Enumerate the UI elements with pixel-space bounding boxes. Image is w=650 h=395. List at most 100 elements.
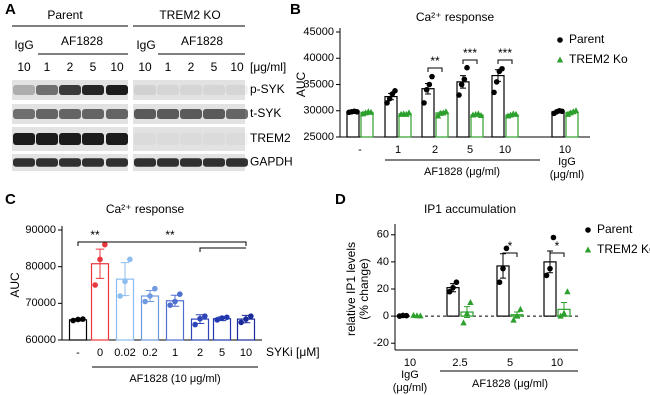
y-tick-label: 30000 [303, 105, 334, 117]
blot-band [180, 109, 202, 119]
blot-band [134, 133, 156, 145]
sig-bracket [497, 59, 513, 64]
data-point [500, 265, 506, 272]
blot-band [226, 133, 248, 145]
row-label: TREM2 [250, 131, 291, 145]
data-point [517, 305, 524, 312]
group-label: AF1828 (μg/ml) [472, 378, 548, 390]
data-point [572, 107, 580, 114]
data-point [493, 79, 500, 85]
data-point [192, 321, 198, 328]
annotation: ** [165, 228, 175, 242]
data-point [384, 100, 390, 106]
data-point [152, 285, 158, 292]
chart-title: Ca²⁺ response [416, 10, 495, 24]
bar [470, 114, 484, 138]
x-tick-label: 2.5 [452, 357, 467, 369]
legend-marker [557, 37, 563, 43]
blot-band [36, 133, 58, 145]
x-tick-label: - [358, 144, 362, 156]
annotation: *** [498, 46, 512, 60]
treatment-label: AF1828 [181, 34, 223, 48]
data-point [386, 95, 393, 102]
blot-band [36, 109, 58, 119]
group-label: TREM2 KO [159, 8, 220, 22]
sig-bracket [462, 59, 478, 64]
blot-band [106, 85, 128, 95]
data-point [197, 315, 203, 322]
blot-band [59, 133, 81, 145]
blot-band [13, 85, 35, 95]
sig-bracket [549, 252, 565, 257]
data-point [238, 319, 244, 326]
treatment-label: IgG [136, 38, 155, 52]
group-label: AF1828 (μg/ml) [424, 166, 500, 178]
blot-band [180, 133, 202, 145]
x-tick-label: 10 [551, 357, 563, 369]
x-tick-label: 0.02 [114, 347, 135, 359]
dose-unit: [μg/ml] [250, 60, 286, 74]
data-point [446, 288, 453, 295]
dose-label: 10 [17, 60, 31, 74]
sig-bracket [199, 247, 246, 252]
data-point [202, 313, 208, 319]
data-point [463, 309, 471, 316]
data-point [97, 256, 103, 263]
x-tick-label: 2 [197, 347, 203, 359]
blot-band [59, 85, 81, 95]
blot-band [134, 109, 156, 119]
dose-label: 1 [44, 60, 51, 74]
blot-band [13, 109, 35, 119]
data-point [442, 108, 450, 115]
data-point [127, 256, 133, 263]
data-point [564, 110, 572, 117]
y-tick-label: 45000 [303, 26, 334, 38]
annotation: *** [463, 46, 477, 60]
legend-label: TREM2 Ko [597, 242, 650, 256]
data-point [503, 245, 510, 252]
row-label: p-SYK [250, 82, 285, 96]
blot-band [157, 158, 179, 167]
blot-band [82, 133, 104, 145]
data-point [405, 109, 413, 116]
dose-label: 5 [211, 60, 218, 74]
data-point [450, 284, 456, 291]
x-tick-label: 0 [97, 347, 103, 359]
legend-marker [584, 246, 592, 253]
bar [346, 111, 360, 138]
annotation: * [555, 239, 560, 253]
data-point [560, 309, 568, 316]
blot-strip [133, 80, 245, 100]
legend-label: Parent [597, 222, 633, 236]
data-point [214, 317, 220, 323]
x-tick-label: 1 [172, 347, 178, 359]
y-tick-label: 60 [377, 229, 389, 241]
group-label: Parent [47, 8, 83, 22]
data-point [467, 299, 474, 306]
bar [491, 74, 505, 138]
blot-band [203, 158, 225, 167]
data-point [421, 100, 427, 106]
error-bar [95, 248, 105, 279]
treatment-label: AF1828 [61, 34, 103, 48]
blot-panel: A Parent TREM2 KO IgG AF1828 IgG AF1828 … [5, 1, 286, 74]
data-point [403, 312, 410, 319]
row-label: t-SYK [250, 106, 281, 120]
sig-bracket [427, 67, 443, 72]
data-point [92, 282, 98, 288]
data-point [510, 316, 517, 323]
x-tick-label: 10 [559, 144, 571, 156]
y-axis-label: AUC [294, 72, 308, 98]
data-point [417, 312, 424, 319]
data-point [557, 312, 564, 319]
y-tick-label: 60000 [25, 334, 56, 346]
x-tick-label: 2 [432, 144, 438, 156]
data-point [499, 65, 505, 72]
group-label: IgG [401, 369, 419, 381]
data-point [142, 298, 148, 305]
sig-bracket [502, 252, 518, 257]
blot-band [226, 85, 248, 95]
blot-band [134, 158, 156, 167]
panel-label: B [290, 1, 301, 18]
